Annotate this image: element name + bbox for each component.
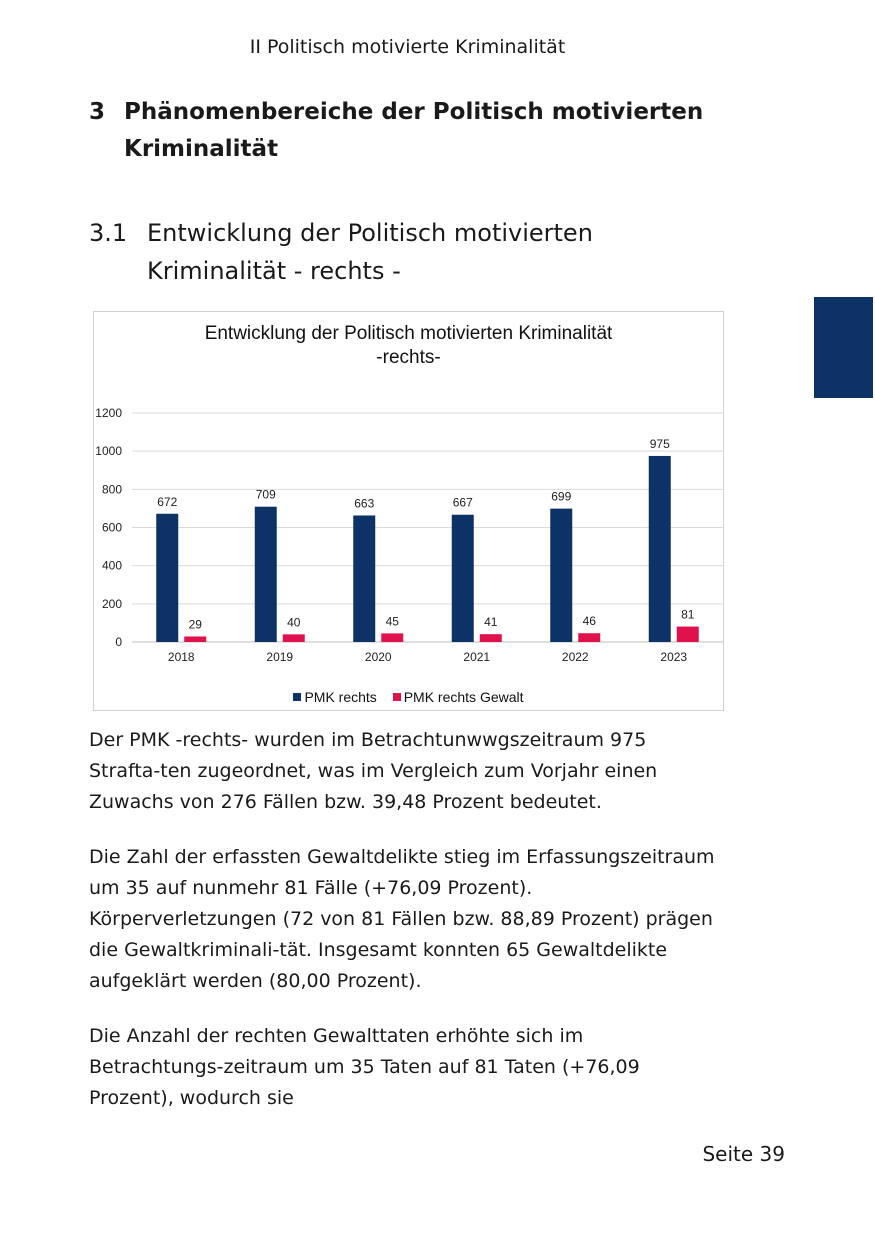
data-label: 46 [583,614,597,628]
data-label: 81 [681,608,695,622]
bar-pmk-rechts [156,513,179,642]
page-number: Seite 39 [702,1142,785,1166]
x-tick-label: 2023 [660,650,687,664]
chart-plot-area: 0 200 400 600 800 1000 1200 672 29 2018 709 40 2019 6… [95,406,723,664]
legend-label: PMK rechts Gewalt [403,689,524,705]
y-tick-label: 0 [115,635,122,649]
legend-swatch [293,693,302,701]
bar-pmk-rechts [451,514,474,642]
section-heading: 3 Phänomenbereiche der Politisch motivie… [89,94,729,168]
x-tick-label: 2021 [463,650,490,664]
bar-pmk-rechts-gewalt [381,633,404,642]
legend-swatch [392,693,401,701]
bar-pmk-rechts-gewalt [676,626,699,642]
y-tick-label: 600 [102,521,122,535]
subsection-heading: 3.1 Entwicklung der Politisch motivierte… [89,214,729,290]
bar-pmk-rechts-gewalt [578,633,601,642]
bar-pmk-rechts-gewalt [282,634,305,642]
y-tick-label: 1000 [95,444,122,458]
data-label: 699 [551,490,571,504]
legend-item-pmk-rechts: PMK rechts [293,689,377,705]
chart-legend: PMK rechts PMK rechts Gewalt [94,689,723,705]
paragraph: Die Zahl der erfassten Gewaltdelikte sti… [89,846,715,992]
y-tick-label: 1200 [95,406,122,420]
x-tick-label: 2022 [562,650,589,664]
data-label: 709 [256,488,276,502]
section-number: 3 [89,99,106,125]
paragraph: Die Anzahl der rechten Gewalttaten erhöh… [89,1025,640,1109]
data-label: 672 [157,495,177,509]
data-label: 663 [354,496,374,510]
chart-title-line: -rechts- [376,347,441,368]
legend-label: PMK rechts [304,689,377,705]
x-tick-label: 2019 [266,650,293,664]
bar-pmk-rechts [254,506,277,642]
data-label: 45 [386,614,400,628]
chart-title: Entwicklung der Politisch motivierten Kr… [94,322,723,370]
x-tick-label: 2018 [168,650,195,664]
data-label: 29 [189,617,203,631]
section-title: Phänomenbereiche der Politisch motiviert… [124,99,704,162]
data-label: 667 [453,496,473,510]
bar-pmk-rechts-gewalt [479,634,502,642]
y-tick-label: 400 [102,559,122,573]
subsection-number: 3.1 [89,219,128,247]
paragraph: Der PMK -rechts- wurden im Betrachtunwwg… [89,729,658,813]
y-tick-label: 800 [102,482,122,496]
bar-pmk-rechts [648,455,671,642]
chart-title-line: Entwicklung der Politisch motivierten Kr… [204,323,613,344]
data-label: 41 [484,615,498,629]
bar-pmk-rechts [353,515,376,642]
legend-item-pmk-rechts-gewalt: PMK rechts Gewalt [392,689,524,705]
bar-chart: Entwicklung der Politisch motivierten Kr… [93,311,724,711]
running-header: II Politisch motivierte Kriminalität [249,36,566,58]
data-label: 40 [287,615,301,629]
chapter-tab-marker [814,297,873,398]
y-tick-label: 200 [102,597,122,611]
bar-pmk-rechts [550,508,573,642]
subsection-title: Entwicklung der Politisch motivierten Kr… [147,219,593,285]
bar-pmk-rechts-gewalt [184,636,207,642]
data-label: 975 [650,437,670,451]
x-tick-label: 2020 [365,650,392,664]
